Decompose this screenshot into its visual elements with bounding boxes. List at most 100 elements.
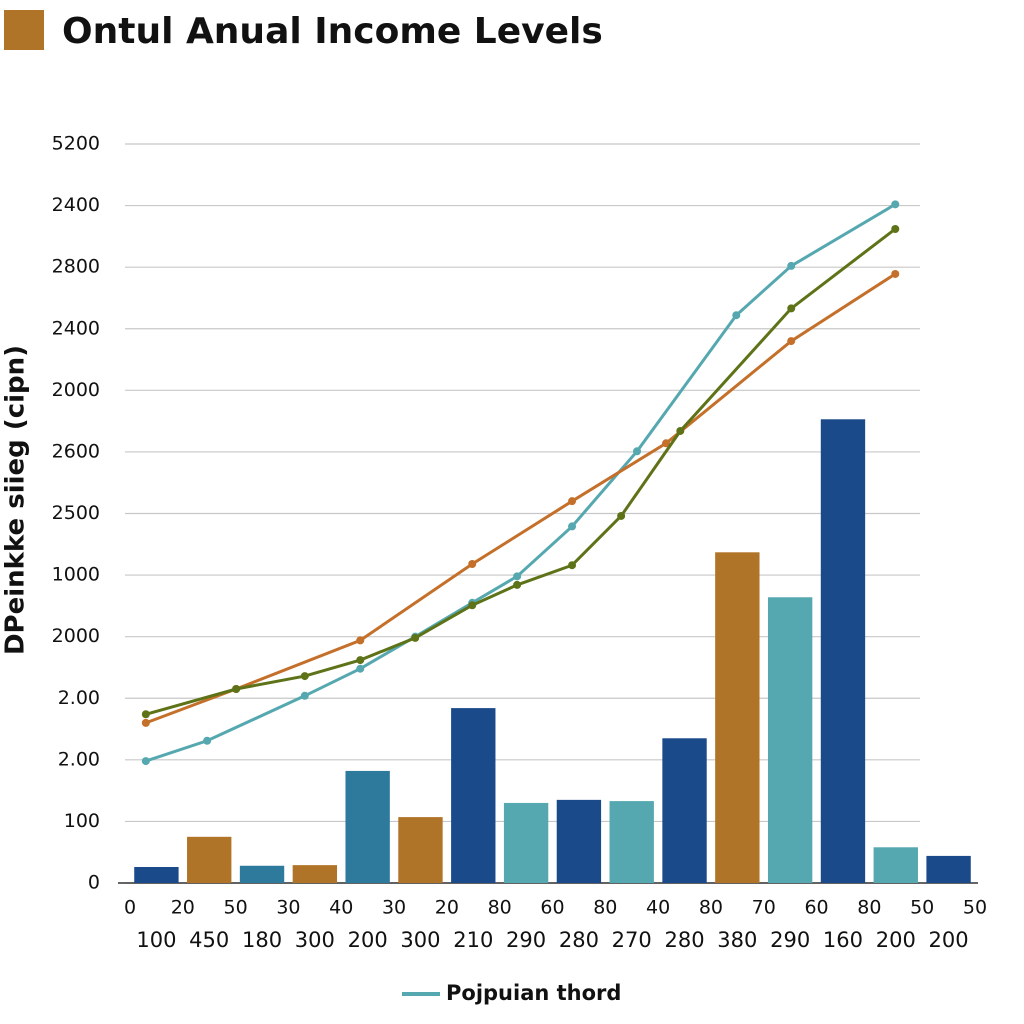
line-point — [356, 664, 365, 673]
line-point — [411, 633, 420, 642]
x-tick-label: 270 — [612, 928, 652, 952]
x-tick-label: 380 — [717, 928, 757, 952]
x-edge-label: 80 — [857, 897, 881, 919]
x-edge-label: 20 — [171, 897, 195, 919]
y-tick-label: 2800 — [52, 256, 100, 278]
x-tick-label: 300 — [295, 928, 335, 952]
y-tick-label: 2000 — [52, 379, 100, 401]
x-edge-label: 20 — [435, 897, 459, 919]
line-point — [468, 601, 477, 610]
bar — [187, 836, 232, 883]
line-point — [141, 718, 150, 727]
line-point — [617, 511, 626, 520]
x-tick-label: 280 — [664, 928, 704, 952]
line-point — [141, 710, 150, 719]
bar — [503, 802, 549, 883]
y-tick-label: 2500 — [52, 502, 100, 524]
bar — [345, 770, 390, 883]
x-edge-label: 80 — [488, 897, 512, 919]
line-point — [141, 757, 150, 766]
line-point — [300, 672, 309, 681]
x-edge-label: 80 — [699, 897, 723, 919]
y-tick-label: 2000 — [52, 625, 100, 647]
bar — [398, 817, 443, 883]
line-point — [891, 224, 900, 233]
x-edge-label: 50 — [963, 897, 987, 919]
x-edge-label: 60 — [540, 897, 564, 919]
line-point — [513, 572, 522, 581]
line-point — [633, 447, 641, 456]
line-point — [568, 561, 577, 570]
bar — [820, 419, 866, 883]
line-point — [787, 337, 796, 346]
x-edge-label: 60 — [804, 897, 828, 919]
y-tick-label: 0 — [88, 872, 100, 894]
y-tick-label: 100 — [64, 810, 100, 832]
x-tick-label: 160 — [823, 928, 863, 952]
x-edge-label: 40 — [646, 897, 670, 919]
title-icon — [4, 10, 44, 50]
bar — [134, 866, 179, 883]
line-point — [732, 311, 741, 320]
line-point — [300, 691, 309, 700]
legend-label: Pojpuian thord — [446, 981, 621, 1005]
y-tick-label: 2.00 — [58, 687, 100, 709]
x-tick-label: 210 — [453, 928, 493, 952]
x-tick-label: 290 — [770, 928, 810, 952]
x-edge-label: 50 — [224, 897, 248, 919]
line-point — [662, 439, 671, 448]
bar — [662, 738, 707, 883]
line-point — [468, 559, 477, 568]
line-series — [145, 227, 897, 716]
y-tick-label: 2400 — [52, 317, 100, 339]
line-point — [891, 200, 900, 209]
x-tick-label: 180 — [242, 928, 282, 952]
x-edge-label: 50 — [910, 897, 934, 919]
bar — [451, 708, 496, 883]
x-edge-label: 30 — [276, 897, 300, 919]
x-tick-label: 450 — [189, 928, 229, 952]
line-series — [145, 203, 897, 763]
line-series — [145, 272, 897, 725]
x-tick-label: 200 — [348, 928, 388, 952]
line-point — [513, 580, 522, 589]
x-edge-label: 0 — [124, 897, 136, 919]
y-tick-label: 1000 — [52, 564, 100, 586]
x-tick-label: 200 — [929, 928, 969, 952]
line-point — [676, 426, 685, 435]
x-tick-label: 300 — [400, 928, 440, 952]
bar — [292, 865, 338, 883]
x-edge-label: 30 — [382, 897, 406, 919]
bar — [556, 799, 602, 883]
y-tick-label: 2600 — [52, 440, 100, 462]
chart-title: Ontul Anual Income Levels — [62, 11, 603, 52]
line-point — [568, 497, 577, 506]
bar — [926, 855, 971, 883]
x-tick-label: 100 — [136, 928, 176, 952]
bar — [239, 865, 285, 883]
line-point — [568, 522, 577, 531]
line-point — [891, 269, 900, 278]
y-axis-label: DPeinkke siieg (cipn) — [1, 345, 31, 655]
bar — [767, 597, 813, 883]
line-point — [787, 261, 796, 270]
line-point — [232, 685, 241, 694]
x-tick-label: 290 — [506, 928, 546, 952]
line-point — [356, 636, 365, 645]
y-tick-label: 2400 — [52, 194, 100, 216]
line-point — [356, 656, 365, 665]
line-point — [787, 304, 796, 313]
x-edge-label: 70 — [752, 897, 776, 919]
x-edge-label: 80 — [593, 897, 617, 919]
y-tick-label: 5200 — [52, 133, 100, 155]
x-tick-label: 280 — [559, 928, 599, 952]
line-point — [203, 736, 212, 745]
bar — [715, 552, 760, 883]
bar — [609, 801, 654, 883]
bar — [873, 847, 918, 883]
x-edge-label: 40 — [329, 897, 353, 919]
y-tick-label: 2.00 — [58, 748, 100, 770]
x-tick-label: 200 — [876, 928, 916, 952]
